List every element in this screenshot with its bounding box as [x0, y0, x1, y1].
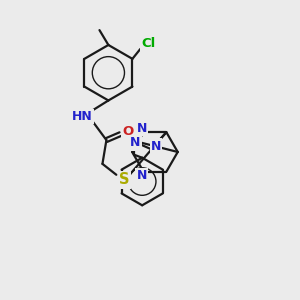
Text: N: N	[130, 136, 140, 149]
Text: N: N	[136, 169, 147, 182]
Text: N: N	[136, 122, 147, 135]
Text: O: O	[123, 125, 134, 138]
Text: S: S	[119, 172, 130, 187]
Text: HN: HN	[72, 110, 93, 123]
Text: Cl: Cl	[141, 38, 155, 50]
Text: N: N	[151, 140, 161, 153]
